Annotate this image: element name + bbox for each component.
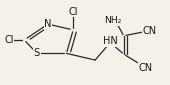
Text: N: N xyxy=(44,19,52,29)
Text: Cl: Cl xyxy=(4,35,14,45)
Text: Cl: Cl xyxy=(69,7,78,17)
Text: NH₂: NH₂ xyxy=(104,16,122,25)
Text: CN: CN xyxy=(139,63,153,73)
Text: CN: CN xyxy=(142,26,156,36)
Text: S: S xyxy=(34,48,40,58)
Text: HN: HN xyxy=(103,36,118,46)
